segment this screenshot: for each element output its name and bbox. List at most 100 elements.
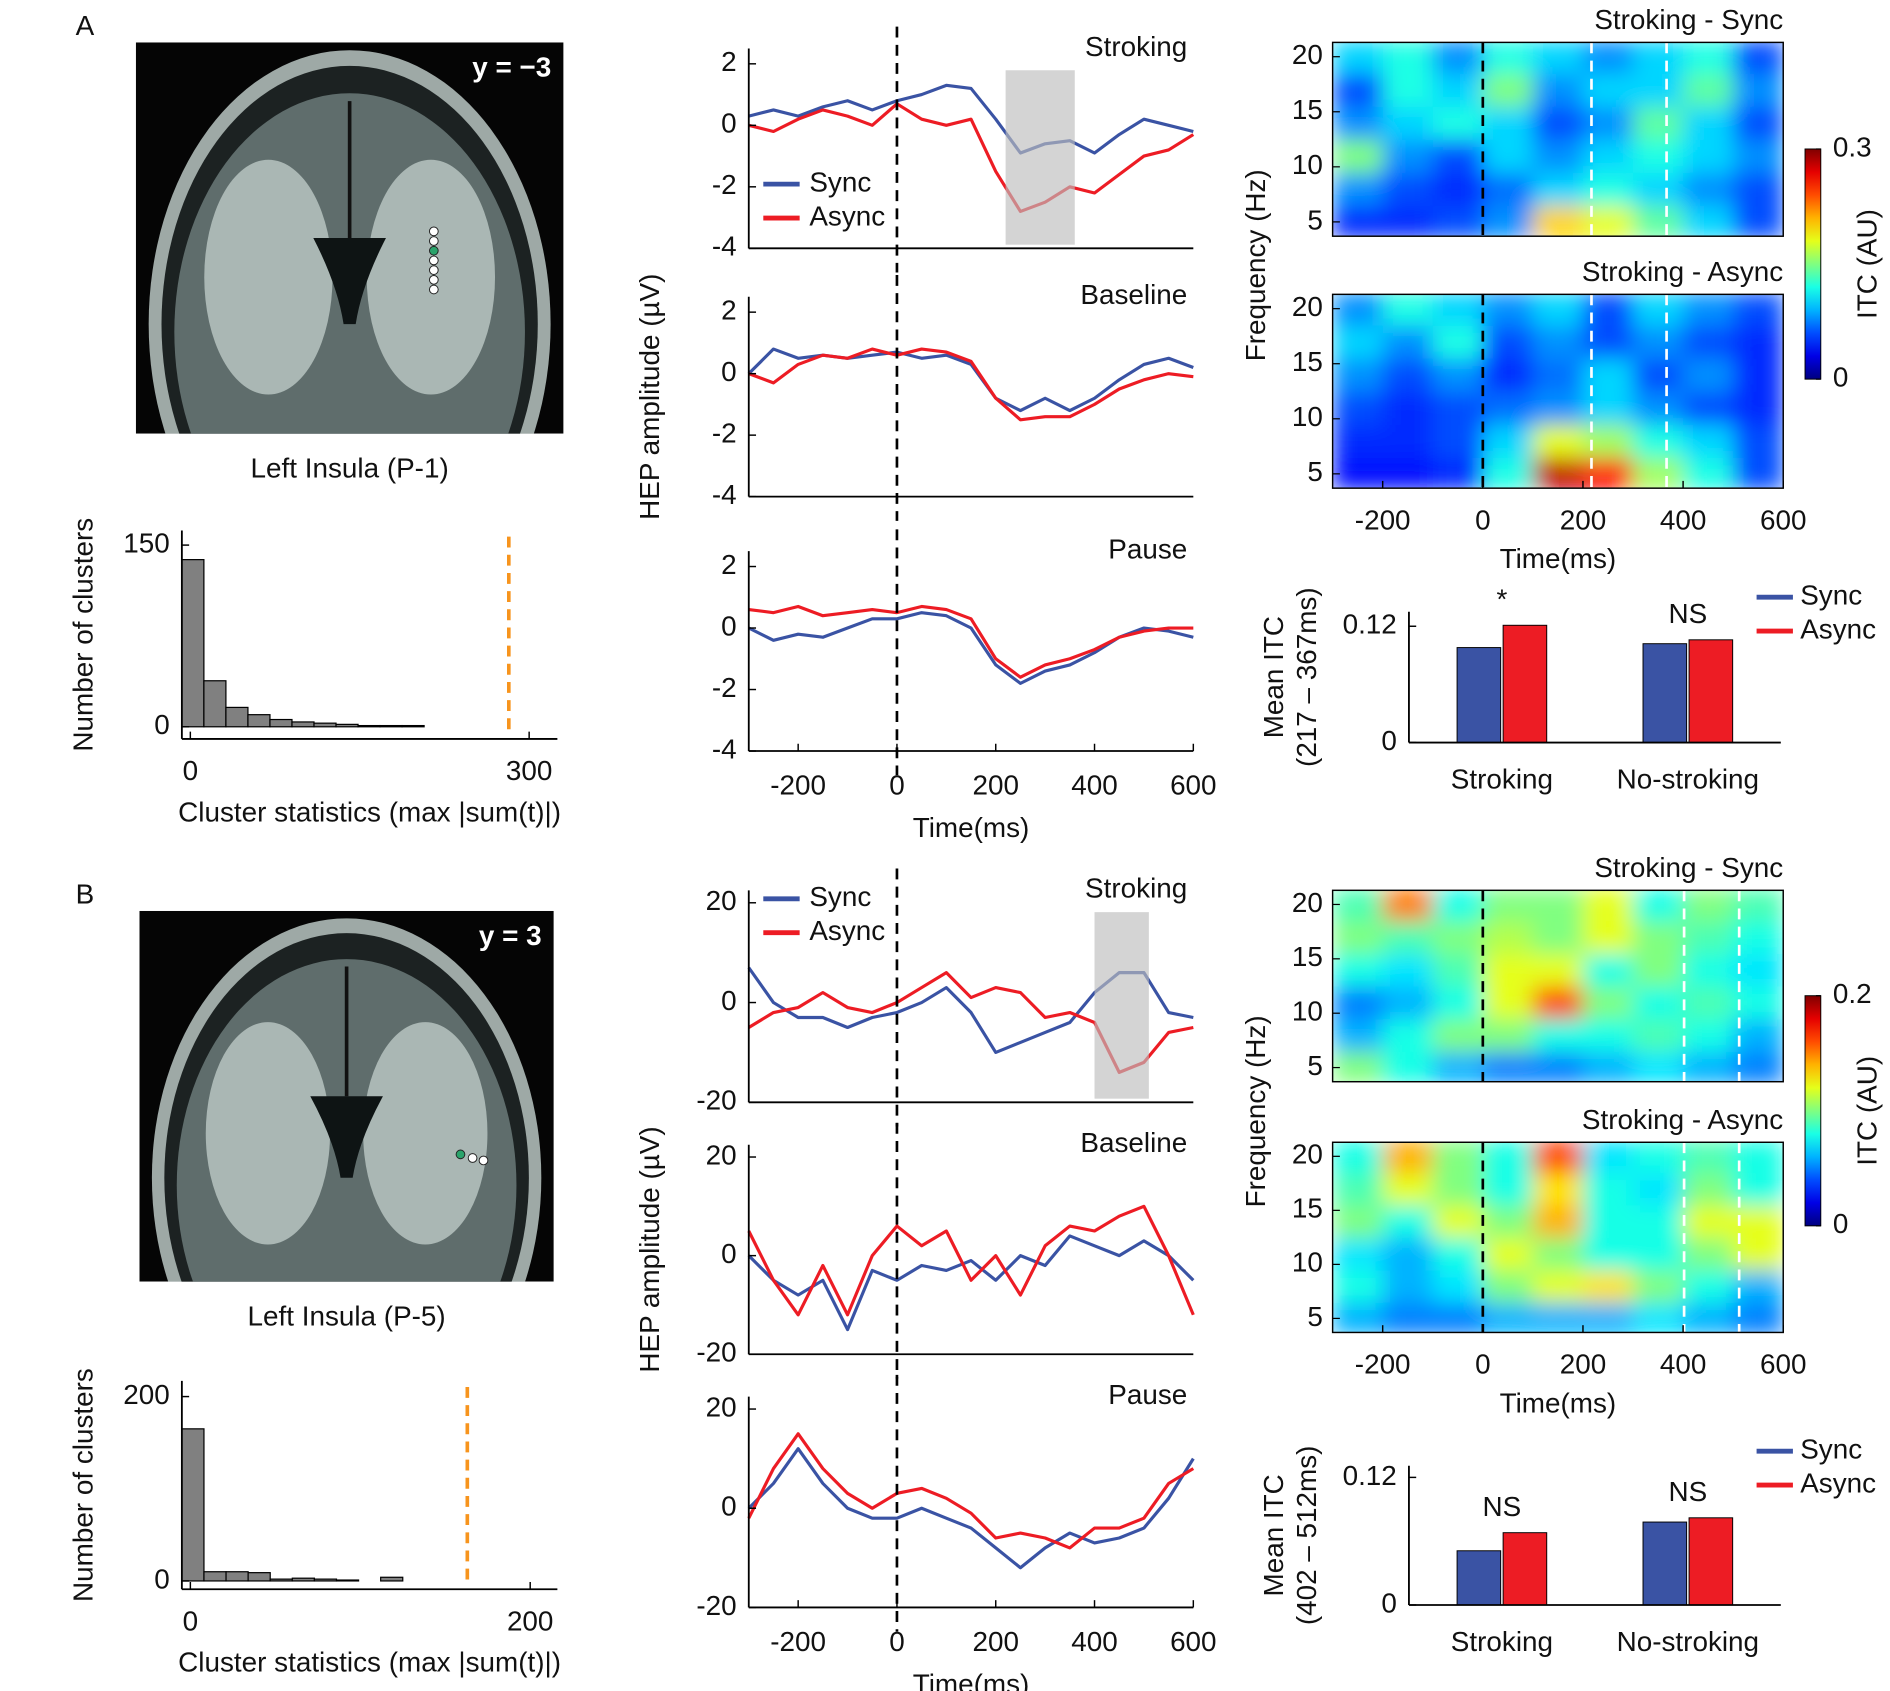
heatmap-cell xyxy=(1633,890,1684,922)
x-tick-label: 0 xyxy=(889,1626,905,1657)
heatmap-cell xyxy=(1332,1142,1384,1174)
heatmap-cell xyxy=(1432,890,1484,922)
heatmap-cell xyxy=(1382,1269,1434,1303)
y-axis-label: Frequency (Hz) xyxy=(1240,1015,1271,1207)
heatmap-cell xyxy=(1532,1051,1584,1082)
y-tick-label: -4 xyxy=(712,733,737,764)
white-matter xyxy=(363,1022,488,1245)
trace xyxy=(747,1447,1195,1570)
heatmap-cell xyxy=(1733,325,1784,359)
bar xyxy=(1456,647,1502,744)
heatmap-cell xyxy=(1382,205,1434,237)
y-tick-label: 20 xyxy=(706,1391,737,1422)
y-tick-label: -2 xyxy=(712,418,737,449)
bar xyxy=(1642,1521,1688,1606)
heatmap-cell xyxy=(1532,294,1584,326)
heatmap-cell xyxy=(1582,1302,1634,1333)
electrode xyxy=(428,274,439,285)
heatmap-cell xyxy=(1633,73,1684,107)
histogram-bar xyxy=(247,1572,271,1582)
x-axis-label: Cluster statistics (max |sum(t)|) xyxy=(178,1647,561,1678)
heatmap-cell xyxy=(1482,42,1534,74)
category-label: No-stroking xyxy=(1617,1626,1759,1657)
y-tick-label: 10 xyxy=(1292,149,1323,180)
heatmap-cell xyxy=(1482,391,1534,425)
heatmap-cell xyxy=(1332,358,1384,392)
heatmap-cell xyxy=(1633,1051,1684,1082)
heatmap-cell xyxy=(1633,1142,1684,1174)
colorbar-tick-label: 0.2 xyxy=(1833,978,1872,1009)
trace xyxy=(748,102,1195,213)
heatmap-cell xyxy=(1733,1172,1784,1206)
heatmap-cell xyxy=(1683,1051,1734,1082)
electrode xyxy=(428,226,439,237)
heatmap-cell xyxy=(1733,890,1784,922)
heatmap-cell xyxy=(1332,986,1384,1020)
trace xyxy=(747,1432,1195,1550)
electrode xyxy=(455,1149,466,1160)
y-tick-label: 0 xyxy=(154,709,170,740)
legend-label: Async xyxy=(1800,1467,1876,1498)
heatmap-cell xyxy=(1532,986,1584,1020)
heatmap-cell xyxy=(1633,294,1684,326)
colorbar-label: ITC (AU) xyxy=(1852,1056,1883,1166)
heatmap-cell xyxy=(1633,42,1684,74)
y-tick-label: -20 xyxy=(696,1337,736,1368)
y-tick-label: 20 xyxy=(1292,39,1323,70)
panel-letter: A xyxy=(76,10,95,41)
significance-label: NS xyxy=(1668,1476,1707,1507)
category-label: Stroking xyxy=(1451,1626,1553,1657)
category-label: No-stroking xyxy=(1617,764,1759,795)
heatmap-cell xyxy=(1332,1269,1384,1303)
x-tick-label: 200 xyxy=(507,1606,553,1637)
heatmap-cell xyxy=(1582,1018,1634,1052)
x-axis-label: Time(ms) xyxy=(913,1669,1030,1691)
heatmap-cell xyxy=(1532,73,1584,107)
heatmap-cell xyxy=(1382,139,1434,173)
heatmap-cell xyxy=(1332,325,1384,359)
electrode xyxy=(428,236,439,246)
ventricles xyxy=(313,238,386,325)
histogram-bar xyxy=(203,680,227,728)
heatmap-cell xyxy=(1432,1302,1484,1333)
heatmap xyxy=(1332,1142,1784,1333)
heatmap-cell xyxy=(1382,424,1434,458)
heatmap-cell xyxy=(1332,139,1384,173)
y-axis-label: HEP amplitude (µV) xyxy=(634,274,665,520)
heatmap-cell xyxy=(1532,890,1584,922)
histogram-bar xyxy=(401,724,425,728)
y-tick-label: 200 xyxy=(123,1379,169,1410)
heatmap-cell xyxy=(1683,358,1734,392)
trace xyxy=(748,83,1194,155)
brain-slice xyxy=(135,42,564,434)
y-axis-label: Mean ITC xyxy=(1258,616,1289,738)
y-axis-label: (217 – 367ms) xyxy=(1291,587,1322,767)
heatmap-cell xyxy=(1683,391,1734,425)
heatmap-cell xyxy=(1482,1302,1534,1333)
heatmap-cell xyxy=(1382,457,1434,489)
y-tick-label: 0 xyxy=(154,1563,170,1594)
heatmap-cells xyxy=(1332,42,1784,237)
heatmap-cell xyxy=(1733,106,1784,140)
heatmap-cell xyxy=(1482,1051,1534,1082)
heatmap-cell xyxy=(1432,42,1484,74)
colorbar-tick-label: 0 xyxy=(1833,362,1849,393)
heatmap-cell xyxy=(1432,986,1484,1020)
heatmap-cell xyxy=(1482,358,1534,392)
brain-slice xyxy=(139,910,554,1282)
heatmap-cell xyxy=(1532,391,1584,425)
heatmap-cell xyxy=(1733,424,1784,458)
heatmap-cell xyxy=(1482,139,1534,173)
heatmap-cell xyxy=(1482,457,1534,489)
heatmap-cell xyxy=(1382,953,1434,987)
heatmap-cell xyxy=(1432,139,1484,173)
y-axis-label: Number of clusters xyxy=(67,1368,98,1602)
heatmap-cell xyxy=(1332,953,1384,987)
x-tick-label: 0 xyxy=(1475,1349,1491,1380)
heatmap-cell xyxy=(1683,1172,1734,1206)
plot-title: Stroking - Async xyxy=(1582,256,1783,287)
heatmap-cell xyxy=(1633,391,1684,425)
y-tick-label: 15 xyxy=(1292,941,1323,972)
heatmap-cell xyxy=(1432,457,1484,489)
heatmap-cell xyxy=(1733,920,1784,954)
